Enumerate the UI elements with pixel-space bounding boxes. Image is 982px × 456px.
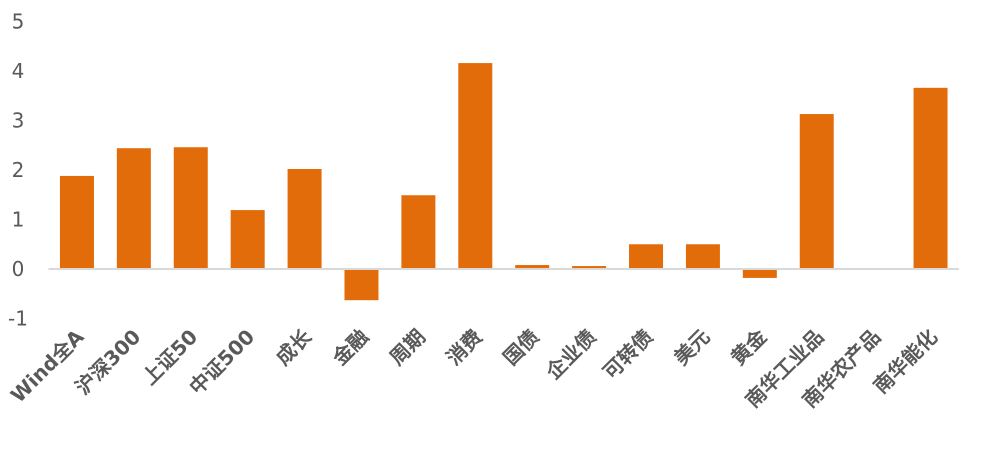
x-tick-label: 黄金: [726, 324, 772, 370]
y-tick-label: 5: [12, 10, 25, 34]
y-tick-label: 2: [12, 158, 25, 182]
y-tick-label: -1: [8, 307, 28, 331]
x-tick-label: 周期: [385, 325, 430, 370]
y-tick-label: 4: [12, 59, 25, 83]
x-tick-label: 金融: [327, 325, 373, 371]
y-tick-label: 0: [12, 257, 25, 281]
x-tick-label: Wind全A: [6, 324, 89, 407]
x-tick-label: 成长: [271, 324, 317, 370]
x-tick-label: 美元: [669, 325, 714, 370]
bar: [742, 269, 777, 278]
bar: [116, 148, 151, 269]
bar: [458, 63, 493, 269]
x-tick-label: 南华能化: [869, 325, 943, 399]
bar: [515, 265, 550, 269]
bar: [685, 244, 720, 269]
bar: [173, 147, 208, 269]
bar: [799, 114, 834, 269]
y-tick-label: 3: [12, 109, 25, 133]
bar: [287, 169, 322, 269]
bar: [230, 210, 265, 269]
x-tick-label: 企业债: [541, 325, 601, 385]
bar: [344, 269, 379, 301]
x-tick-label: 可转债: [598, 325, 657, 384]
bar: [59, 175, 94, 269]
bar: [572, 266, 607, 269]
x-tick-label: 国债: [498, 325, 543, 370]
bar: [913, 87, 948, 269]
bar: [629, 244, 664, 269]
x-tick-label: 消费: [442, 325, 487, 370]
bar: [401, 195, 436, 269]
y-tick-label: 1: [12, 208, 25, 232]
